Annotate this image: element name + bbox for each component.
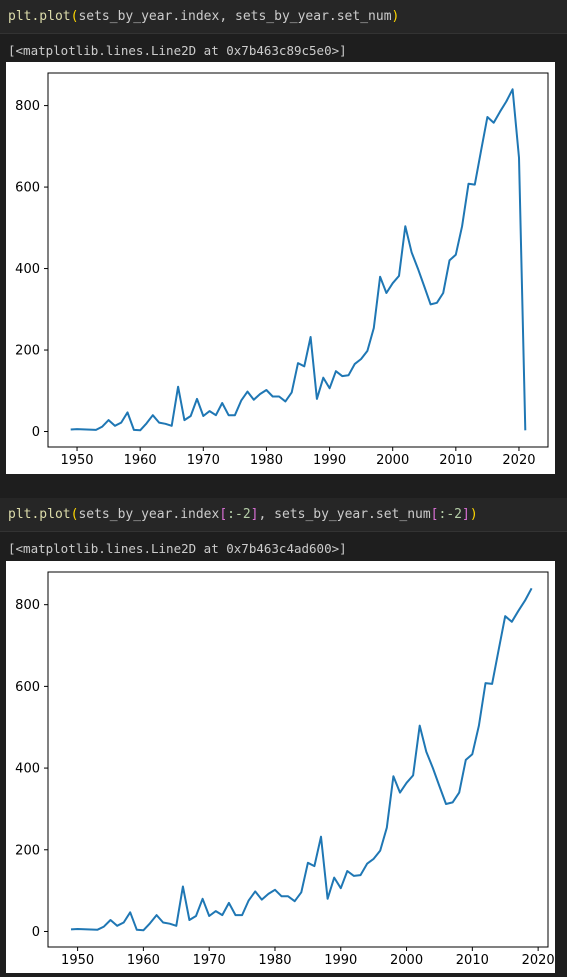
code-token: sets_by_year.index, sets_by_year.set_num xyxy=(78,9,392,24)
code-token: plt.plot xyxy=(8,9,71,24)
y-tick-label: 0 xyxy=(32,925,40,940)
output-repr-1: [<matplotlib.lines.Line2D at 0x7b463c89c… xyxy=(8,43,347,58)
x-tick-label: 2010 xyxy=(439,453,472,468)
series-line xyxy=(70,88,527,432)
series-line xyxy=(70,587,533,932)
code-token: , sets_by_year.set_num xyxy=(258,507,431,522)
code-token: ) xyxy=(391,9,400,24)
axes-frame xyxy=(47,571,549,948)
y-tick-label: 400 xyxy=(15,762,40,777)
y-tick-label: 800 xyxy=(15,598,40,613)
plot-output-1: 1950 1960 1970 1980 1990 2000 2010 2020 0 200 400 6… xyxy=(6,62,555,474)
x-tick-label: 1990 xyxy=(324,953,357,968)
line-chart-1: 1950 1960 1970 1980 1990 2000 2010 2020 0 200 400 6… xyxy=(15,72,549,468)
code-token: ( xyxy=(70,9,79,24)
y-tick-label: 200 xyxy=(15,843,40,858)
y-tick-label: 0 xyxy=(32,425,40,440)
x-tick-label: 2000 xyxy=(390,953,423,968)
code-token: ( xyxy=(70,507,79,522)
code-input-2[interactable]: plt.plot(sets_by_year.index[:-2], sets_b… xyxy=(0,498,567,532)
y-tick-label: 400 xyxy=(15,262,40,277)
y-tick-label: 200 xyxy=(15,344,40,359)
code-token: ] xyxy=(250,507,259,522)
notebook-cell-2: plt.plot(sets_by_year.index[:-2], sets_b… xyxy=(0,498,567,560)
x-tick-label: 2020 xyxy=(522,953,555,968)
code-token: ] xyxy=(461,507,470,522)
code-input-1[interactable]: plt.plot(sets_by_year.index, sets_by_yea… xyxy=(0,0,567,34)
y-tick-label: 800 xyxy=(15,99,40,114)
line-chart-2: 1950 1960 1970 1980 1990 2000 2010 2020 0 200 400 6… xyxy=(15,571,555,968)
x-tick-label: 1970 xyxy=(187,453,220,468)
code-token: :-2 xyxy=(438,507,462,522)
code-token: [ xyxy=(430,507,439,522)
x-tick-label: 1970 xyxy=(193,953,226,968)
code-token: sets_by_year.index xyxy=(78,507,220,522)
y-tick-label: 600 xyxy=(15,181,40,196)
output-repr-2: [<matplotlib.lines.Line2D at 0x7b463c4ad… xyxy=(8,541,347,556)
x-tick-label: 1980 xyxy=(258,953,291,968)
x-tick-label: 1950 xyxy=(61,953,94,968)
x-tick-label: 1980 xyxy=(250,453,283,468)
plot-output-2: 1950 1960 1970 1980 1990 2000 2010 2020 0 200 400 6… xyxy=(6,561,555,973)
y-tick-label: 600 xyxy=(15,680,40,695)
code-token: :-2 xyxy=(227,507,251,522)
x-tick-label: 1960 xyxy=(124,453,157,468)
code-token: plt.plot xyxy=(8,507,71,522)
x-tick-label: 2000 xyxy=(376,453,409,468)
x-tick-label: 2010 xyxy=(456,953,489,968)
x-tick-label: 1950 xyxy=(60,453,93,468)
code-token: [ xyxy=(219,507,228,522)
code-token: ) xyxy=(469,507,478,522)
axes-frame xyxy=(47,72,549,448)
x-tick-label: 1960 xyxy=(127,953,160,968)
x-tick-label: 2020 xyxy=(502,453,535,468)
notebook-cell-1: plt.plot(sets_by_year.index, sets_by_yea… xyxy=(0,0,567,62)
x-tick-label: 1990 xyxy=(313,453,346,468)
